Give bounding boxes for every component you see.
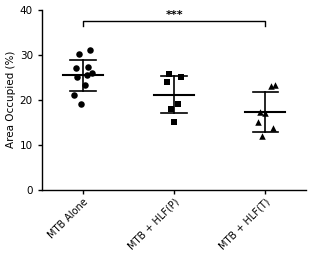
Point <box>172 120 177 124</box>
Point <box>256 120 261 124</box>
Text: ***: *** <box>165 10 183 20</box>
Point <box>75 75 80 79</box>
Point <box>166 71 171 76</box>
Point <box>90 71 95 75</box>
Point <box>259 134 264 138</box>
Point <box>175 102 180 106</box>
Point <box>164 80 169 84</box>
Point <box>82 83 87 87</box>
Point <box>84 73 89 77</box>
Point <box>71 93 76 97</box>
Point <box>263 111 268 115</box>
Point <box>86 65 91 69</box>
Point <box>168 107 173 111</box>
Point <box>79 102 84 106</box>
Point <box>270 125 275 130</box>
Point <box>73 66 78 70</box>
Point <box>77 52 82 56</box>
Point <box>179 75 184 79</box>
Point <box>257 110 262 114</box>
Point <box>268 84 273 88</box>
Point <box>272 83 277 87</box>
Point <box>88 48 93 52</box>
Y-axis label: Area Occupied (%): Area Occupied (%) <box>6 51 16 148</box>
